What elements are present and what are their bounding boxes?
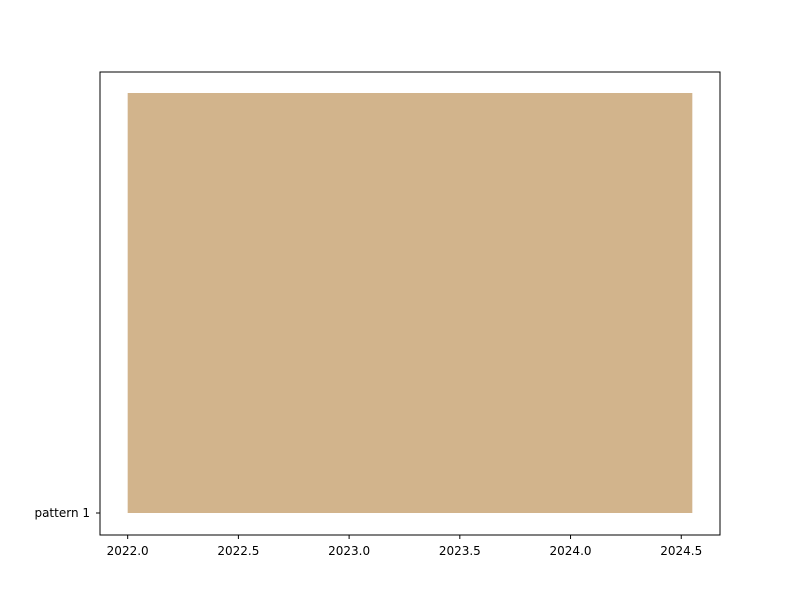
- x-tick-label: 2022.0: [107, 544, 149, 558]
- y-tick-label: pattern 1: [34, 506, 90, 520]
- x-tick-label: 2024.5: [660, 544, 702, 558]
- axes: 2022.0 2022.5 2023.0 2023.5 2024.0 2024.5 patt…: [34, 506, 702, 558]
- axes-frame: [99, 71, 721, 536]
- x-tick-label: 2023.0: [328, 544, 370, 558]
- plot-area: [127, 93, 693, 513]
- x-tick-label: 2024.0: [550, 544, 592, 558]
- x-tick-label: 2023.5: [439, 544, 481, 558]
- bar-1: [127, 93, 693, 513]
- x-tick-label: 2022.5: [217, 544, 259, 558]
